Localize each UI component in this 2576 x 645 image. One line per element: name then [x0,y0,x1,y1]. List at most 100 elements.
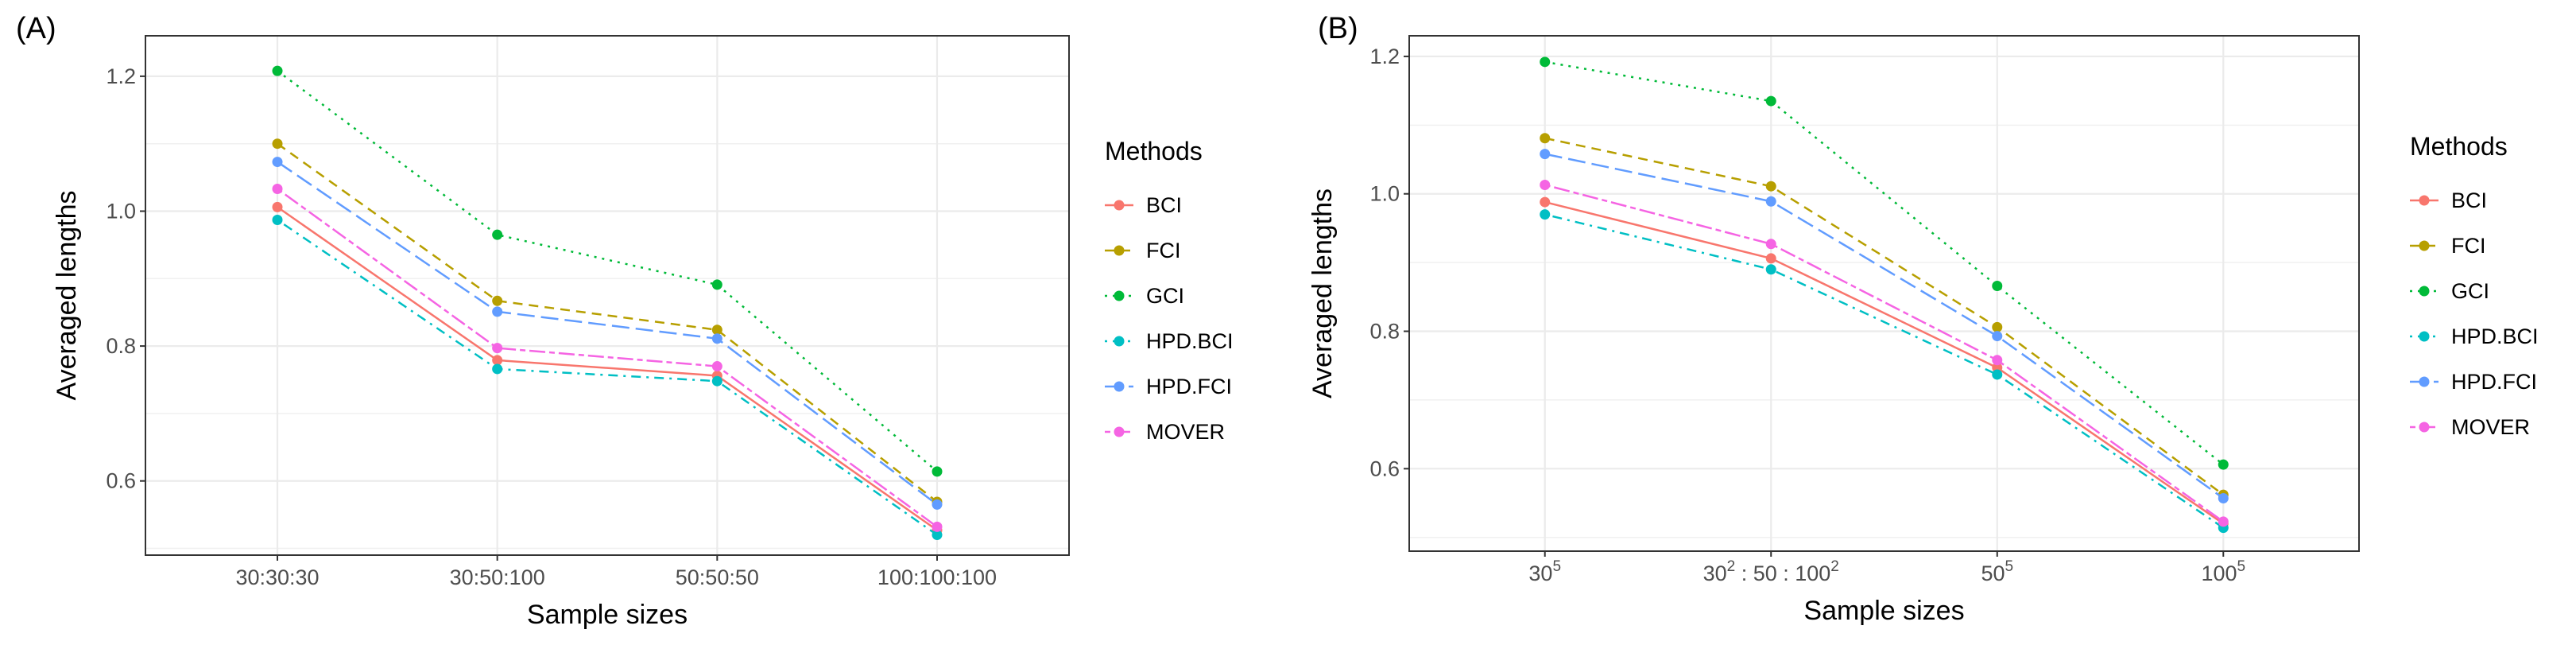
series-line [1544,200,2224,525]
data-point [932,521,943,532]
x-tick-label: 100:100:100 [877,565,997,589]
legend-item: FCI [1105,239,1181,262]
data-point [1765,95,1776,107]
data-point [1540,209,1551,220]
series-hpd-fci [272,157,943,510]
series-line [1544,60,2225,466]
legend-label: BCI [1146,193,1182,217]
series-line [1544,184,2225,523]
series-mover [1540,179,2229,527]
x-tick-superscript: 5 [2005,558,2013,575]
data-point [272,157,283,168]
data-point [1992,280,2003,291]
x-axis-title: Sample sizes [527,600,688,630]
data-point [1992,355,2003,366]
x-tick-base: 30 [1528,561,1552,585]
data-point [711,279,722,290]
y-tick-label: 0.8 [1369,320,1400,344]
data-point [492,355,503,366]
legend-item: BCI [2410,188,2487,212]
legend-title: Methods [2410,132,2508,161]
series-bci [272,201,943,536]
x-tick-middle: : 50 : 100 [1735,561,1830,585]
legend-item: GCI [2410,279,2489,303]
legend-item: FCI [2410,234,2486,258]
data-point [1992,331,2003,342]
legend-item: MOVER [2410,415,2530,439]
data-point [492,306,503,317]
data-point [1540,149,1551,160]
panel-label: (A) [16,12,56,45]
legend-item: MOVER [1105,420,1225,444]
data-point [272,201,283,212]
legend-item: GCI [1105,284,1184,308]
series-fci [1540,133,2229,500]
panel-label: (B) [1318,12,1358,45]
data-point [711,375,722,387]
series-line [1544,137,2225,496]
data-point [932,466,943,477]
series-line [277,188,938,528]
x-tick-superscript: 2 [1830,558,1839,575]
series-bci [1540,196,2229,529]
data-point [1765,253,1776,264]
x-tick-superscript: 5 [2237,558,2246,575]
legend-label: FCI [2451,234,2486,258]
series-gci [1540,56,2229,470]
legend-key-point [1114,381,1125,392]
data-point [711,324,722,336]
y-tick-label: 1.2 [1369,45,1400,68]
series-fci [272,138,943,507]
data-point [492,229,503,240]
x-tick-label: 302 : 50 : 1002 [1703,558,1839,585]
x-tick-label: 1005 [2201,558,2245,585]
x-tick-base: 30 [1703,561,1727,585]
data-point [1540,56,1551,68]
series-hpd-fci [1540,149,2229,503]
legend-key-point [2419,286,2430,297]
series-mover [272,184,943,532]
data-point [932,499,943,510]
legend-key-point [2419,331,2430,342]
data-point [492,343,503,354]
series-line [277,142,938,503]
data-point [2218,459,2229,470]
y-tick-label: 1.2 [106,64,136,88]
data-point [1765,181,1776,192]
x-axis-title: Sample sizes [1803,596,1964,626]
data-point [2218,492,2229,503]
x-tick-superscript: 5 [1552,558,1561,575]
gridlines [1409,36,2359,551]
data-point [272,215,283,226]
data-point [492,295,503,306]
legend-label: MOVER [2451,415,2530,439]
y-tick-label: 0.6 [1369,457,1400,480]
legend-label: HPD.BCI [1146,329,1234,353]
x-tick-base: 100 [2201,561,2237,585]
data-point [272,184,283,195]
x-tick-base: 50 [1981,561,2005,585]
x-tick-label: 50:50:50 [676,565,759,589]
series-gci [272,65,943,477]
legend-label: MOVER [1146,420,1225,444]
x-tick-label: 30:50:100 [450,565,545,589]
legend-key-point [1114,290,1125,301]
y-tick-label: 1.0 [106,199,136,223]
panel-border [145,35,1070,556]
legend-key-point [2419,240,2430,251]
data-point [1540,133,1551,144]
data-point [2218,516,2229,527]
legend-label: BCI [2451,188,2487,212]
legend-key-point [1114,245,1125,256]
data-point [272,65,283,76]
panel-border [1408,35,2360,552]
legend-key-point [1114,200,1125,211]
legend-label: HPD.BCI [2451,324,2539,348]
legend-item: HPD.FCI [2410,370,2537,394]
gridlines [145,36,1069,555]
y-tick-label: 0.8 [106,334,136,358]
series-line [1544,153,2225,499]
legend-item: HPD.FCI [1105,375,1232,398]
data-point [1992,369,2003,380]
